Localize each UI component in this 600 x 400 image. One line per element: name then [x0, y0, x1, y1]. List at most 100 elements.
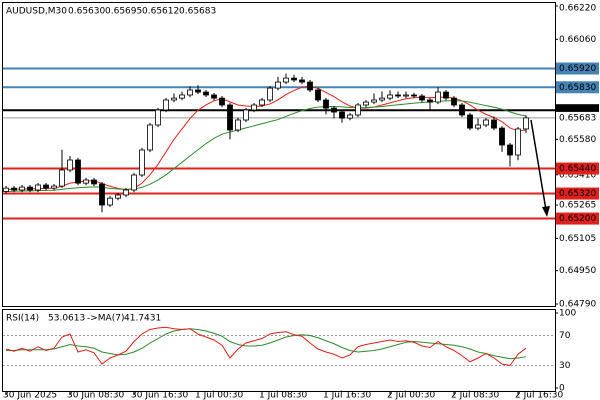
candle-body [203, 91, 209, 96]
candle-body [467, 114, 473, 129]
grid: 0.66220 0.66060 0.65580 0.65410 0.65265 0.651… [3, 4, 599, 400]
rsi-ma-value: 41.7431 [124, 314, 161, 324]
candle-body [75, 159, 81, 184]
candle-body [187, 89, 193, 96]
x-tick-label: 2 Jul 08:30 [451, 391, 500, 400]
level-label: 0.65720 [559, 106, 596, 116]
level-label-box [556, 212, 599, 225]
candle-body [499, 127, 505, 146]
candle-body [243, 109, 249, 121]
price-panel [2, 2, 556, 307]
candle-body [339, 111, 345, 119]
candle-body [435, 91, 441, 103]
rsi-header: RSI(14) 53.0613 ->MA(7) 41.7431 [6, 314, 161, 324]
level-label-box [556, 81, 599, 94]
candle-body [259, 99, 265, 106]
rsi-tick-label: 70 [559, 331, 571, 341]
candle-body [371, 99, 377, 103]
candle-body [291, 77, 297, 81]
x-tick-label: 2 Jul 16:30 [515, 391, 564, 400]
x-tick-label: 30 Jun 2025 [3, 391, 57, 400]
candle-body [211, 94, 217, 99]
candle-body [387, 94, 393, 99]
x-tick-label: 1 Jul 16:30 [323, 391, 372, 400]
candle-body [507, 144, 513, 156]
candle-body [67, 159, 73, 171]
rsi-tick-label: 0 [559, 384, 565, 394]
candle-body [323, 99, 329, 109]
candle-body [411, 94, 417, 97]
quote-value: 0.65683 [179, 7, 216, 17]
candle-body [19, 186, 25, 191]
candle-body [107, 197, 113, 206]
forecast-arrow [530, 119, 547, 211]
rsi-ma-title: ->MA(7) [87, 314, 124, 324]
candle-body [267, 87, 273, 101]
rsi-tick-label: 100 [559, 309, 576, 319]
y-tick-label: 0.64790 [559, 300, 596, 310]
level-label-box [556, 111, 599, 124]
header-quotes: 0.65630 0.65695 0.65612 0.65683 [68, 7, 216, 17]
candle-body [51, 185, 57, 189]
candle-body [43, 184, 49, 189]
candle-body [155, 109, 161, 126]
candle-body [11, 187, 17, 191]
candle-body [171, 97, 177, 101]
candle-body [147, 124, 153, 151]
candle-body [131, 174, 137, 191]
candle-body [475, 124, 481, 129]
y-tick-label: 0.65105 [559, 234, 596, 244]
candle-body [3, 187, 9, 192]
candle-body [331, 107, 337, 113]
rsi-tick-label: 30 [559, 361, 571, 371]
quote-value: 0.65630 [68, 7, 105, 17]
y-tick-label: 0.65410 [559, 170, 596, 180]
y-tick-label: 0.66220 [559, 4, 596, 14]
candle-body [27, 186, 33, 191]
candle-body [115, 194, 121, 199]
candle-body [315, 89, 321, 101]
candle-body [427, 99, 433, 103]
rsi-title: RSI(14) [6, 314, 39, 324]
candle-body [219, 97, 225, 106]
candle-body [299, 79, 305, 83]
candle-body [275, 81, 281, 89]
candle-body [523, 117, 529, 130]
candle-body [395, 94, 401, 97]
rsi-value: 53.0613 [48, 314, 85, 324]
candle-body [235, 119, 241, 131]
candle-body [91, 179, 97, 185]
candle-body [83, 179, 89, 184]
candle-body [491, 119, 497, 129]
candle-body [459, 104, 465, 116]
candle-body [283, 77, 289, 83]
y-tick-label: 0.65580 [559, 135, 596, 145]
candle-body [419, 95, 425, 101]
candle-body [379, 97, 385, 101]
candle-body [227, 104, 233, 131]
candle-body [163, 99, 169, 111]
quote-value: 0.65612 [142, 7, 179, 17]
level-label: 0.65920 [559, 64, 596, 74]
level-label: 0.65440 [559, 164, 596, 174]
candle-body [515, 128, 521, 156]
candle-body [35, 184, 41, 191]
x-tick-label: 2 Jul 00:30 [387, 391, 436, 400]
x-tick-label: 1 Jul 08:30 [259, 391, 308, 400]
candle-body [251, 104, 257, 111]
y-tick-label: 0.65265 [559, 201, 596, 211]
candle-body [483, 119, 489, 126]
candle-body [347, 114, 353, 119]
level-label-box [556, 162, 599, 175]
arrow-head [542, 206, 550, 217]
level-label-box [556, 62, 599, 75]
level-label-box [556, 187, 599, 200]
candle-body [59, 169, 65, 187]
candle-body [139, 149, 145, 176]
candle-body [355, 104, 361, 116]
level-label: 0.65683 [559, 113, 596, 123]
x-tick-label: 1 Jul 00:30 [195, 391, 244, 400]
level-label: 0.65320 [559, 189, 596, 199]
candle-body [195, 89, 201, 93]
